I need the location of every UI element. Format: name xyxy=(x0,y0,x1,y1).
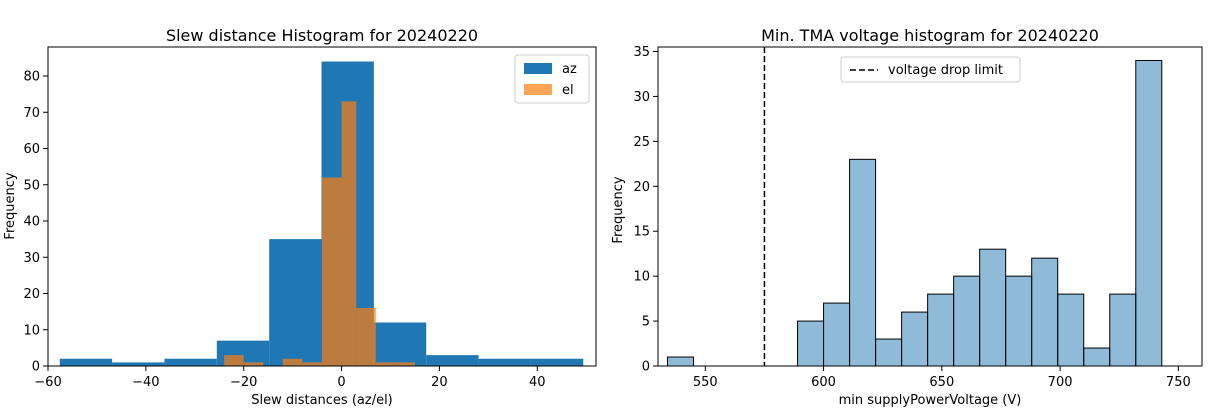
bar-el-0 xyxy=(224,355,244,366)
left-y-axis-label: Frequency xyxy=(3,172,18,239)
left-x-tick-label: −60 xyxy=(34,375,61,390)
bar-az-4 xyxy=(269,239,322,366)
legend-el-label: el xyxy=(562,83,574,98)
right-bars xyxy=(666,59,1163,367)
voltage-bar-12 xyxy=(979,248,1007,367)
right-y-axis-label: Frequency xyxy=(611,176,626,243)
left-bars xyxy=(59,61,584,366)
left-x-tick-label: 0 xyxy=(337,375,345,390)
voltage-bar-5 xyxy=(797,320,825,367)
left-y-axis-ticks: 0 10 20 30 40 50 60 70 80 xyxy=(23,70,48,375)
bar-el-6 xyxy=(341,101,357,366)
bar-el-8 xyxy=(375,362,396,366)
legend-az-label: az xyxy=(562,62,577,77)
legend-el-swatch xyxy=(524,84,552,95)
bar-el-9 xyxy=(395,362,415,366)
left-y-tick-label: 40 xyxy=(23,215,40,230)
left-plot-frame xyxy=(47,46,597,367)
voltage-bar-18 xyxy=(1135,59,1163,367)
voltage-bar-6 xyxy=(823,302,851,367)
left-y-tick-label: 20 xyxy=(23,287,40,302)
bar-el-1 xyxy=(243,362,264,366)
left-chart-title: Slew distance Histogram for 20240220 xyxy=(166,26,478,45)
left-x-tick-label: −20 xyxy=(230,375,257,390)
right-x-axis-label: min supplyPowerVoltage (V) xyxy=(839,393,1022,408)
voltage-bar-17 xyxy=(1109,293,1137,367)
left-x-tick-label: −40 xyxy=(132,375,159,390)
bar-az-9 xyxy=(530,358,584,366)
right-y-tick-label: 10 xyxy=(633,270,650,285)
voltage-bar-13 xyxy=(1005,275,1033,367)
left-y-tick-label: 30 xyxy=(23,251,40,266)
right-x-tick-label: 750 xyxy=(1166,375,1191,390)
right-legend-box xyxy=(840,56,1021,83)
right-x-tick-label: 650 xyxy=(929,375,954,390)
bar-az-0 xyxy=(59,358,113,366)
left-x-axis-ticks: −60 −40 −20 0 20 40 xyxy=(34,366,546,390)
bar-el-4 xyxy=(302,362,322,366)
bar-az-2 xyxy=(164,358,217,366)
voltage-bar-7 xyxy=(849,158,877,367)
bar-el-7 xyxy=(356,308,376,366)
right-x-axis-ticks: 550 600 650 700 750 xyxy=(693,366,1191,390)
right-y-tick-label: 0 xyxy=(642,360,650,375)
right-y-tick-label: 20 xyxy=(633,180,650,195)
left-y-tick-label: 0 xyxy=(32,360,40,375)
voltage-bar-8 xyxy=(875,338,903,367)
right-x-tick-label: 700 xyxy=(1048,375,1073,390)
voltage-bar-11 xyxy=(953,275,981,367)
bar-az-8 xyxy=(478,358,531,366)
voltage-bar-0 xyxy=(666,356,694,367)
legend-voltage-drop-label: voltage drop limit xyxy=(888,63,1003,78)
left-y-tick-label: 10 xyxy=(23,323,40,338)
voltage-bar-9 xyxy=(901,311,929,367)
legend-az-swatch xyxy=(524,63,552,74)
left-legend-box xyxy=(514,54,590,104)
left-y-tick-label: 50 xyxy=(23,178,40,193)
left-y-tick-label: 60 xyxy=(23,142,40,157)
bar-az-1 xyxy=(112,362,165,366)
right-chart-title: Min. TMA voltage histogram for 20240220 xyxy=(761,26,1099,45)
bar-el-3 xyxy=(282,358,303,366)
left-x-axis-label: Slew distances (az/el) xyxy=(251,393,393,408)
right-y-tick-label: 15 xyxy=(633,225,650,240)
left-x-tick-label: 20 xyxy=(431,375,448,390)
right-y-tick-label: 25 xyxy=(633,135,650,150)
left-legend: az el xyxy=(514,54,590,104)
right-y-axis-ticks: 0 5 10 15 20 25 30 35 xyxy=(633,45,658,375)
right-y-tick-label: 5 xyxy=(642,315,650,330)
right-x-tick-label: 550 xyxy=(693,375,718,390)
left-y-tick-label: 80 xyxy=(23,70,40,85)
right-y-tick-label: 35 xyxy=(633,45,650,60)
voltage-bar-14 xyxy=(1031,257,1059,367)
right-legend: voltage drop limit xyxy=(840,56,1021,83)
bar-az-6 xyxy=(373,322,427,366)
right-plot-frame xyxy=(657,46,1203,367)
voltage-bar-10 xyxy=(927,293,955,367)
bar-el-5 xyxy=(322,177,342,366)
voltage-bar-16 xyxy=(1083,347,1111,367)
bar-az-7 xyxy=(426,355,479,366)
right-y-tick-label: 30 xyxy=(633,90,650,105)
voltage-histogram: Min. TMA voltage histogram for 20240220 … xyxy=(611,26,1203,408)
slew-distance-histogram: Slew distance Histogram for 20240220 −60… xyxy=(3,26,597,408)
right-x-tick-label: 600 xyxy=(811,375,836,390)
left-x-tick-label: 40 xyxy=(529,375,546,390)
left-y-tick-label: 70 xyxy=(23,106,40,121)
voltage-bar-15 xyxy=(1057,293,1085,367)
